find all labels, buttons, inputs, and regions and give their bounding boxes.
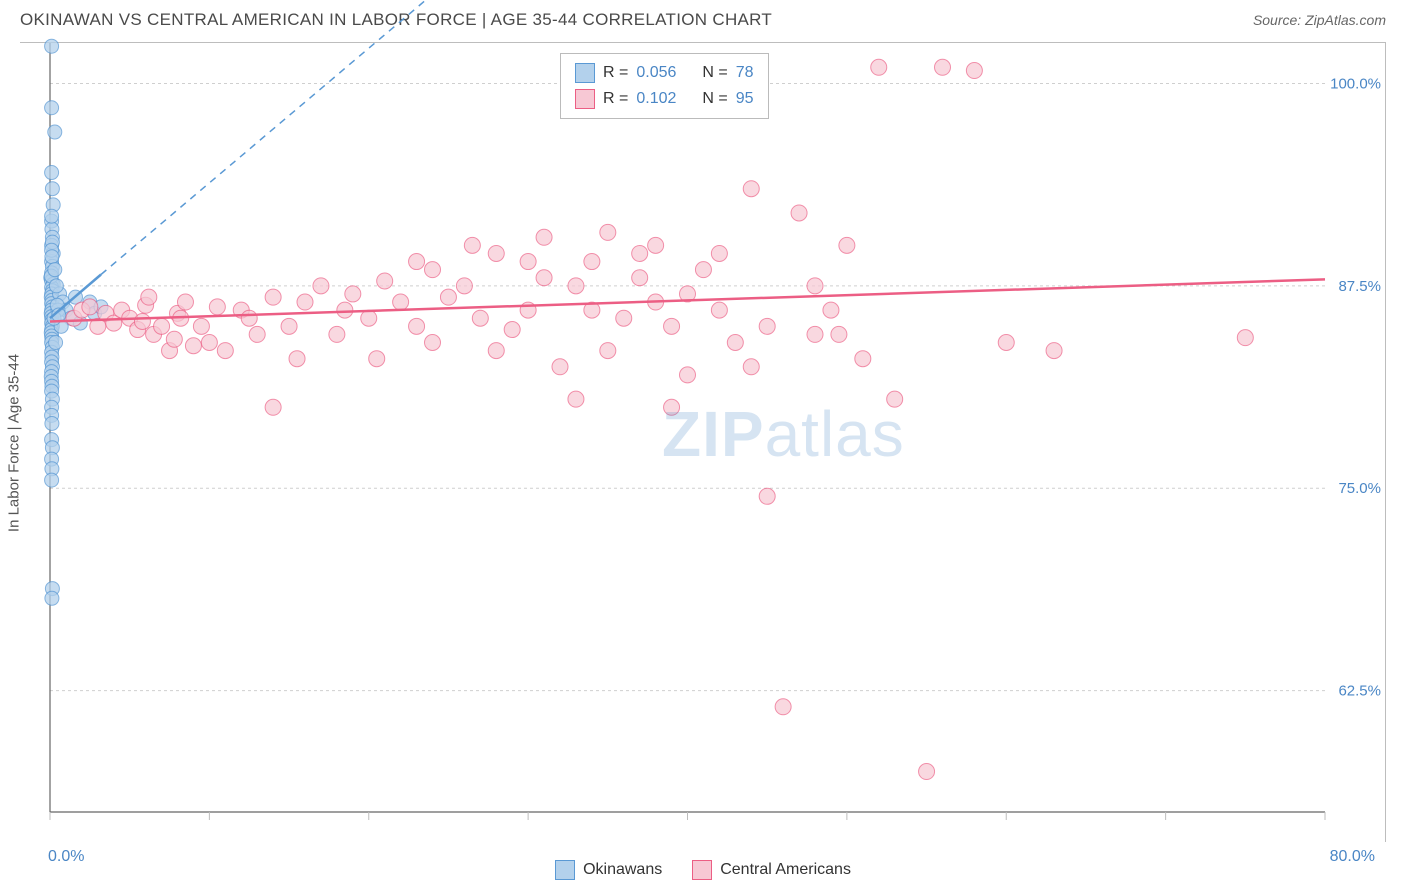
legend-label: Central Americans <box>720 861 851 879</box>
stat-n-label: N = <box>702 64 727 82</box>
legend-label: Okinawans <box>583 861 662 879</box>
chart-title: OKINAWAN VS CENTRAL AMERICAN IN LABOR FO… <box>20 10 772 30</box>
svg-text:62.5%: 62.5% <box>1338 683 1381 700</box>
chart-header: OKINAWAN VS CENTRAL AMERICAN IN LABOR FO… <box>0 0 1406 36</box>
stat-row: R = 0.102 N = 95 <box>561 86 768 112</box>
stat-n-label: N = <box>702 90 727 108</box>
correlation-stat-box: R = 0.056 N = 78 R = 0.102 N = 95 <box>560 53 769 119</box>
stat-r-label: R = <box>603 90 628 108</box>
legend-swatch <box>555 860 575 880</box>
plot-svg: 62.5%75.0%87.5%100.0% <box>50 43 1325 812</box>
legend-item: Central Americans <box>692 860 851 880</box>
y-axis-label: In Labor Force | Age 35-44 <box>6 353 23 531</box>
stat-n-value: 95 <box>736 90 754 108</box>
plot-area: 62.5%75.0%87.5%100.0% ZIPatlas R = 0.056… <box>50 43 1325 812</box>
series-swatch <box>575 63 595 83</box>
svg-text:87.5%: 87.5% <box>1338 278 1381 295</box>
stat-r-label: R = <box>603 64 628 82</box>
svg-text:100.0%: 100.0% <box>1330 75 1381 92</box>
stat-row: R = 0.056 N = 78 <box>561 60 768 86</box>
legend: Okinawans Central Americans <box>0 860 1406 880</box>
svg-text:75.0%: 75.0% <box>1338 480 1381 497</box>
legend-item: Okinawans <box>555 860 662 880</box>
stat-r-value: 0.056 <box>636 64 676 82</box>
legend-swatch <box>692 860 712 880</box>
chart-area: In Labor Force | Age 35-44 62.5%75.0%87.… <box>20 42 1386 842</box>
stat-n-value: 78 <box>736 64 754 82</box>
stat-r-value: 0.102 <box>636 90 676 108</box>
series-swatch <box>575 89 595 109</box>
chart-source: Source: ZipAtlas.com <box>1253 12 1386 28</box>
